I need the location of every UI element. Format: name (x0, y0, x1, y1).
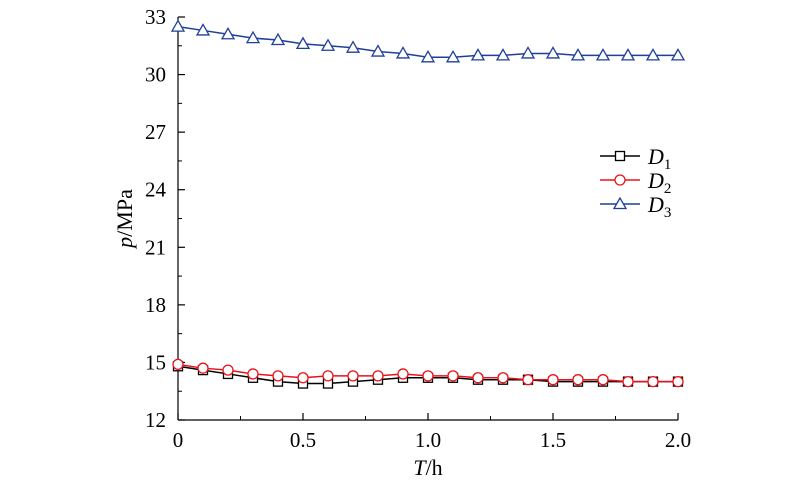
series-layer (170, 19, 686, 389)
x-axis-title: T/h (413, 455, 442, 480)
data-point (622, 375, 634, 388)
data-point (420, 49, 436, 63)
data-point (347, 370, 359, 382)
data-point (345, 40, 361, 53)
data-point (445, 49, 461, 63)
y-tick-label: 18 (145, 293, 166, 317)
legend-marker (614, 174, 626, 186)
y-tick-label: 15 (145, 350, 166, 374)
data-point (195, 23, 211, 36)
data-point (472, 372, 484, 384)
y-axis-title: p/MPa (112, 189, 137, 250)
data-point (270, 32, 286, 46)
y-tick-label: 27 (145, 120, 166, 144)
data-point (370, 44, 386, 57)
data-point (470, 48, 486, 61)
plot-area: 12 15 18 21 24 27 30 33 0 0.5 1.0 1.5 2.0 (145, 5, 691, 452)
data-point (595, 48, 611, 61)
legend-item-D1: D1 (600, 144, 671, 173)
legend-label: D2 (647, 168, 671, 197)
series-D3 (170, 19, 686, 63)
data-point (570, 48, 586, 61)
data-point (295, 36, 311, 50)
data-point (670, 48, 686, 61)
data-point (597, 374, 609, 386)
data-point (572, 374, 584, 386)
x-axis-unit: /h (426, 455, 443, 480)
x-axis-ticks: 0 0.5 1.0 1.5 2.0 (173, 413, 691, 452)
data-point (222, 364, 234, 376)
legend-marker (612, 196, 628, 210)
legend-label: D1 (647, 144, 671, 173)
data-point (297, 372, 309, 384)
series-D2 (172, 358, 684, 388)
data-point (545, 46, 561, 59)
x-tick-label: 2.0 (665, 428, 691, 452)
data-point (620, 48, 636, 61)
y-axis-variable: p (112, 237, 137, 250)
x-axis-variable: T (413, 455, 427, 480)
data-point (522, 374, 534, 386)
data-point (172, 358, 184, 370)
x-tick-label: 0 (173, 428, 184, 452)
data-point (197, 362, 209, 374)
data-point (520, 46, 536, 59)
x-tick-label: 1.0 (415, 428, 441, 452)
data-point (447, 370, 459, 382)
data-point (647, 375, 659, 388)
data-point (220, 26, 236, 40)
y-tick-label: 30 (145, 63, 166, 87)
data-point (322, 370, 334, 382)
y-tick-label: 12 (145, 408, 166, 432)
x-tick-label: 1.5 (540, 428, 566, 452)
legend-item-D2: D2 (600, 168, 671, 197)
y-tick-label: 21 (145, 235, 166, 259)
data-point (495, 48, 511, 61)
data-point (547, 374, 559, 386)
data-point (672, 375, 684, 388)
data-point (245, 30, 261, 44)
data-point (645, 48, 661, 61)
data-point (272, 370, 284, 382)
legend-item-D3: D3 (600, 192, 671, 221)
data-point (320, 38, 336, 51)
x-tick-label: 0.5 (290, 428, 316, 452)
y-axis-ticks: 12 15 18 21 24 27 30 33 (145, 5, 185, 432)
data-point (247, 368, 259, 380)
legend-marker (614, 150, 626, 162)
data-point (422, 370, 434, 382)
y-tick-label: 33 (145, 5, 166, 29)
legend-label: D3 (647, 192, 671, 221)
y-axis-unit: /MPa (112, 189, 137, 237)
data-point (397, 368, 409, 380)
data-point (170, 19, 186, 32)
data-point (497, 372, 509, 384)
y-tick-label: 24 (145, 178, 167, 202)
data-point (395, 46, 411, 59)
data-point (372, 370, 384, 382)
